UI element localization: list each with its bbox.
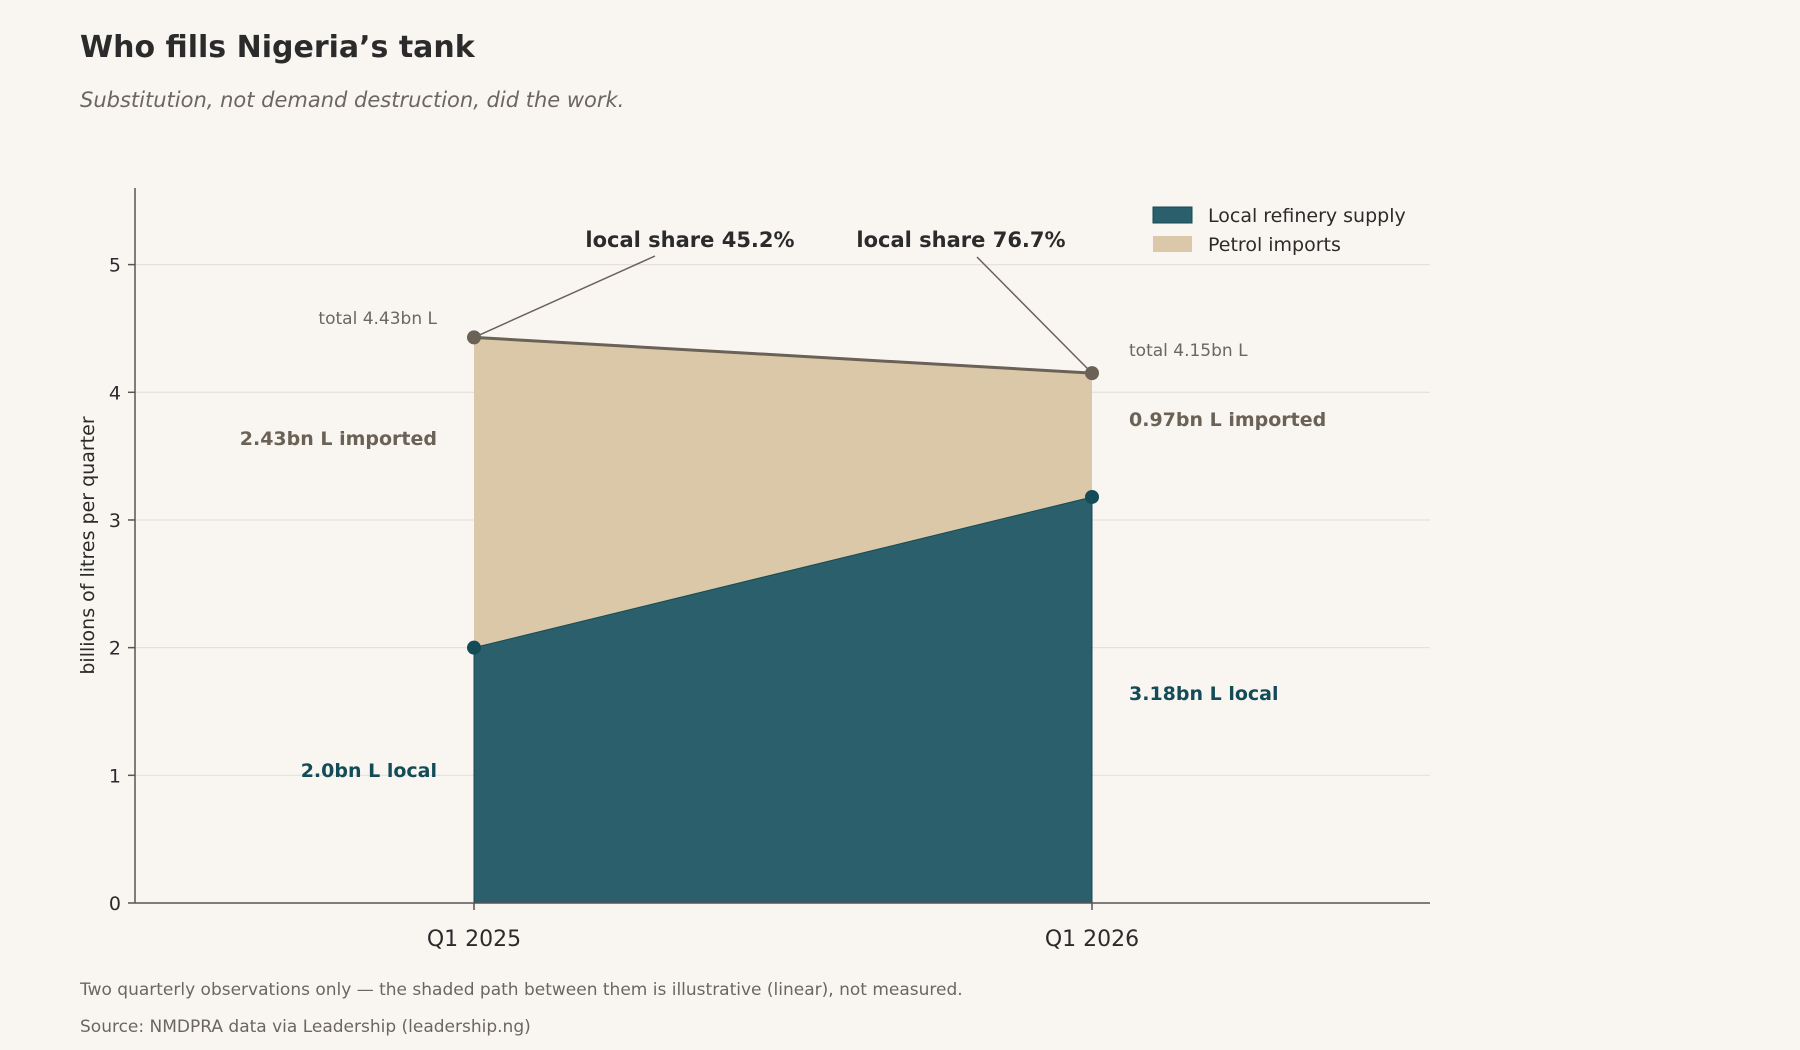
y-tick-label: 3 — [109, 510, 121, 532]
legend-swatch-local — [1152, 206, 1193, 224]
share-label: local share 76.7% — [856, 228, 1065, 252]
y-tick-label: 2 — [109, 638, 121, 660]
share-label: local share 45.2% — [585, 228, 794, 252]
imports-label: 0.97bn L imported — [1129, 409, 1326, 431]
imports-label: 2.43bn L imported — [240, 428, 437, 450]
local-label: 2.0bn L local — [301, 760, 437, 782]
x-tick-label: Q1 2025 — [427, 927, 521, 952]
total-line — [473, 335, 1093, 375]
total-label: total 4.43bn L — [318, 309, 437, 329]
chart-subtitle: Substitution, not demand destruction, di… — [80, 88, 625, 112]
legend-label-imports: Petrol imports — [1208, 234, 1341, 256]
share-leader-line — [473, 255, 656, 339]
y-tick-label: 1 — [109, 765, 121, 787]
y-tick-label: 0 — [109, 893, 121, 915]
y-axis-label: billions of litres per quarter — [77, 416, 99, 674]
chart-title: Who fills Nigeria’s tank — [80, 30, 475, 65]
local-point — [1085, 489, 1099, 504]
footnote: Two quarterly observations only — the sh… — [80, 980, 963, 1000]
legend-label-local: Local refinery supply — [1208, 205, 1406, 227]
share-leader-line — [976, 256, 1093, 374]
local-label: 3.18bn L local — [1129, 683, 1279, 705]
y-tick-label: 4 — [109, 382, 121, 404]
x-tick-label: Q1 2026 — [1045, 927, 1139, 952]
total-label: total 4.15bn L — [1129, 341, 1248, 361]
imports-area — [474, 337, 1092, 648]
y-tick-label: 5 — [109, 255, 121, 277]
legend-swatch-imports — [1153, 236, 1192, 252]
source-note: Source: NMDPRA data via Leadership (lead… — [80, 1017, 531, 1037]
local-point — [467, 640, 481, 655]
